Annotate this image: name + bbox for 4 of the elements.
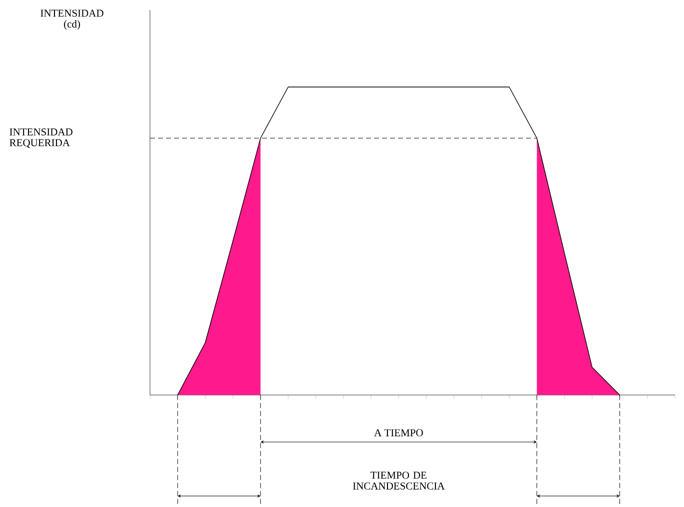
text: TIEMPO DE INCANDESCENCIA <box>352 472 445 490</box>
text: A TIEMPO <box>374 429 423 436</box>
text: INTENSIDAD (cd) <box>40 10 104 30</box>
ref-line-label: INTENSIDAD REQUERIDA <box>10 128 72 148</box>
